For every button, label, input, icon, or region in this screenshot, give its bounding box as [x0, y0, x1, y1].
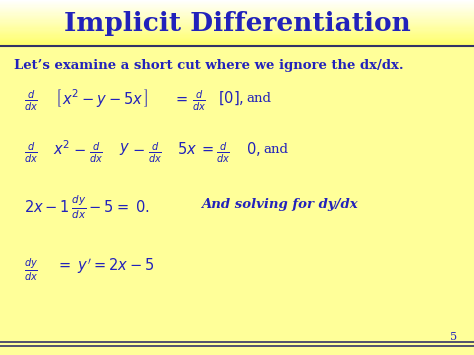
Bar	[0, 38, 474, 39]
Bar	[0, 12, 474, 14]
Bar	[0, 11, 474, 13]
Text: Let’s examine a short cut where we ignore the dx/dx.: Let’s examine a short cut where we ignor…	[14, 59, 404, 72]
Bar	[0, 36, 474, 37]
Text: $y$: $y$	[119, 141, 131, 157]
Bar	[0, 26, 474, 28]
Bar	[0, 10, 474, 11]
Text: $\frac{dy}{dx}$: $\frac{dy}{dx}$	[24, 257, 38, 283]
Bar	[0, 8, 474, 9]
Text: $=\; y' = 2x - 5$: $=\; y' = 2x - 5$	[56, 256, 155, 276]
Bar	[0, 23, 474, 24]
Text: $-$: $-$	[73, 142, 86, 156]
Bar	[0, 41, 474, 43]
Bar	[0, 5, 474, 7]
Bar	[0, 40, 474, 42]
Text: $2x - 1\,\frac{dy}{dx} - 5 = \;0.$: $2x - 1\,\frac{dy}{dx} - 5 = \;0.$	[24, 194, 149, 222]
Bar	[0, 22, 474, 23]
Bar	[0, 1, 474, 2]
Text: $\frac{d}{dx}$: $\frac{d}{dx}$	[24, 89, 38, 113]
Text: $5x$: $5x$	[177, 141, 197, 157]
Bar	[0, 13, 474, 15]
Bar	[0, 19, 474, 21]
Text: $\frac{d}{dx}$: $\frac{d}{dx}$	[216, 141, 230, 165]
Text: $\left[\,x^{2}-y-5x\,\right]$: $\left[\,x^{2}-y-5x\,\right]$	[55, 87, 148, 109]
Bar	[0, 27, 474, 29]
Bar	[0, 45, 474, 46]
Text: $x^{2}$: $x^{2}$	[53, 140, 70, 158]
Text: And solving for dy/dx: And solving for dy/dx	[201, 198, 358, 211]
Bar	[0, 15, 474, 16]
Bar	[0, 42, 474, 44]
Bar	[0, 7, 474, 8]
Bar	[0, 33, 474, 35]
Bar	[0, 34, 474, 36]
Bar	[0, 30, 474, 31]
Bar	[0, 9, 474, 10]
Bar	[0, 3, 474, 5]
Bar	[0, 44, 474, 45]
Text: $[0],$: $[0],$	[218, 89, 244, 107]
Text: $\frac{d}{dx}$: $\frac{d}{dx}$	[148, 141, 162, 165]
Text: $\frac{d}{dx}$: $\frac{d}{dx}$	[192, 89, 206, 113]
Text: $=$: $=$	[173, 91, 189, 105]
Bar	[0, 24, 474, 25]
Bar	[0, 25, 474, 27]
Bar	[0, 28, 474, 30]
Bar	[0, 0, 474, 1]
Text: $\frac{d}{dx}$: $\frac{d}{dx}$	[89, 141, 103, 165]
Text: Implicit Differentiation: Implicit Differentiation	[64, 11, 410, 36]
Bar	[0, 31, 474, 32]
Text: $\frac{d}{dx}$: $\frac{d}{dx}$	[24, 141, 38, 165]
Bar	[0, 39, 474, 40]
Bar	[0, 20, 474, 22]
Bar	[0, 18, 474, 20]
Bar	[0, 4, 474, 6]
Bar	[0, 2, 474, 4]
Text: and: and	[264, 143, 289, 155]
Text: 5: 5	[450, 332, 457, 342]
Text: and: and	[246, 92, 272, 105]
Bar	[0, 16, 474, 17]
Text: $=$: $=$	[199, 142, 215, 156]
Text: $0,$: $0,$	[246, 140, 260, 158]
Text: $-$: $-$	[132, 142, 145, 156]
Bar	[0, 32, 474, 33]
Bar	[0, 37, 474, 38]
Bar	[0, 17, 474, 18]
